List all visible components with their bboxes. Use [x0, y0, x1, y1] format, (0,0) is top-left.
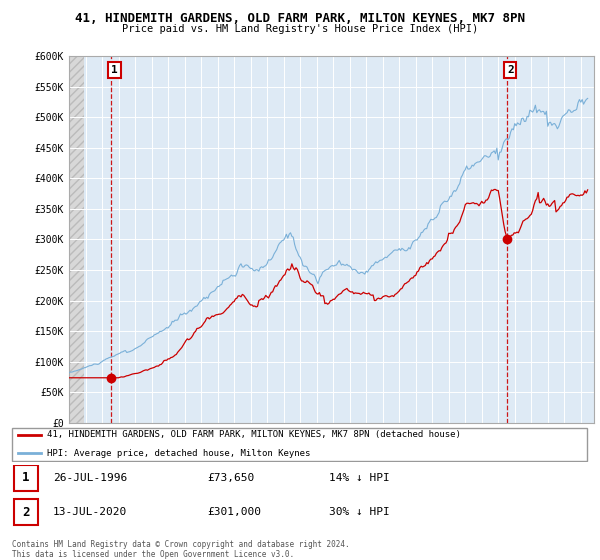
Text: 30% ↓ HPI: 30% ↓ HPI: [329, 507, 390, 517]
Text: 41, HINDEMITH GARDENS, OLD FARM PARK, MILTON KEYNES, MK7 8PN (detached house): 41, HINDEMITH GARDENS, OLD FARM PARK, MI…: [47, 431, 461, 440]
Text: Contains HM Land Registry data © Crown copyright and database right 2024.
This d: Contains HM Land Registry data © Crown c…: [12, 540, 350, 559]
Text: 2: 2: [507, 65, 514, 75]
FancyBboxPatch shape: [12, 428, 587, 461]
Text: 1: 1: [111, 65, 118, 75]
Bar: [69, 56, 84, 423]
Text: 1: 1: [22, 472, 29, 484]
Text: 41, HINDEMITH GARDENS, OLD FARM PARK, MILTON KEYNES, MK7 8PN: 41, HINDEMITH GARDENS, OLD FARM PARK, MI…: [75, 12, 525, 25]
Text: Price paid vs. HM Land Registry's House Price Index (HPI): Price paid vs. HM Land Registry's House …: [122, 24, 478, 34]
FancyBboxPatch shape: [14, 499, 38, 525]
FancyBboxPatch shape: [14, 465, 38, 491]
Text: 26-JUL-1996: 26-JUL-1996: [53, 473, 127, 483]
Text: 13-JUL-2020: 13-JUL-2020: [53, 507, 127, 517]
Text: HPI: Average price, detached house, Milton Keynes: HPI: Average price, detached house, Milt…: [47, 449, 310, 458]
Text: £301,000: £301,000: [207, 507, 261, 517]
Text: 14% ↓ HPI: 14% ↓ HPI: [329, 473, 390, 483]
Text: £73,650: £73,650: [207, 473, 254, 483]
Text: 2: 2: [22, 506, 29, 519]
